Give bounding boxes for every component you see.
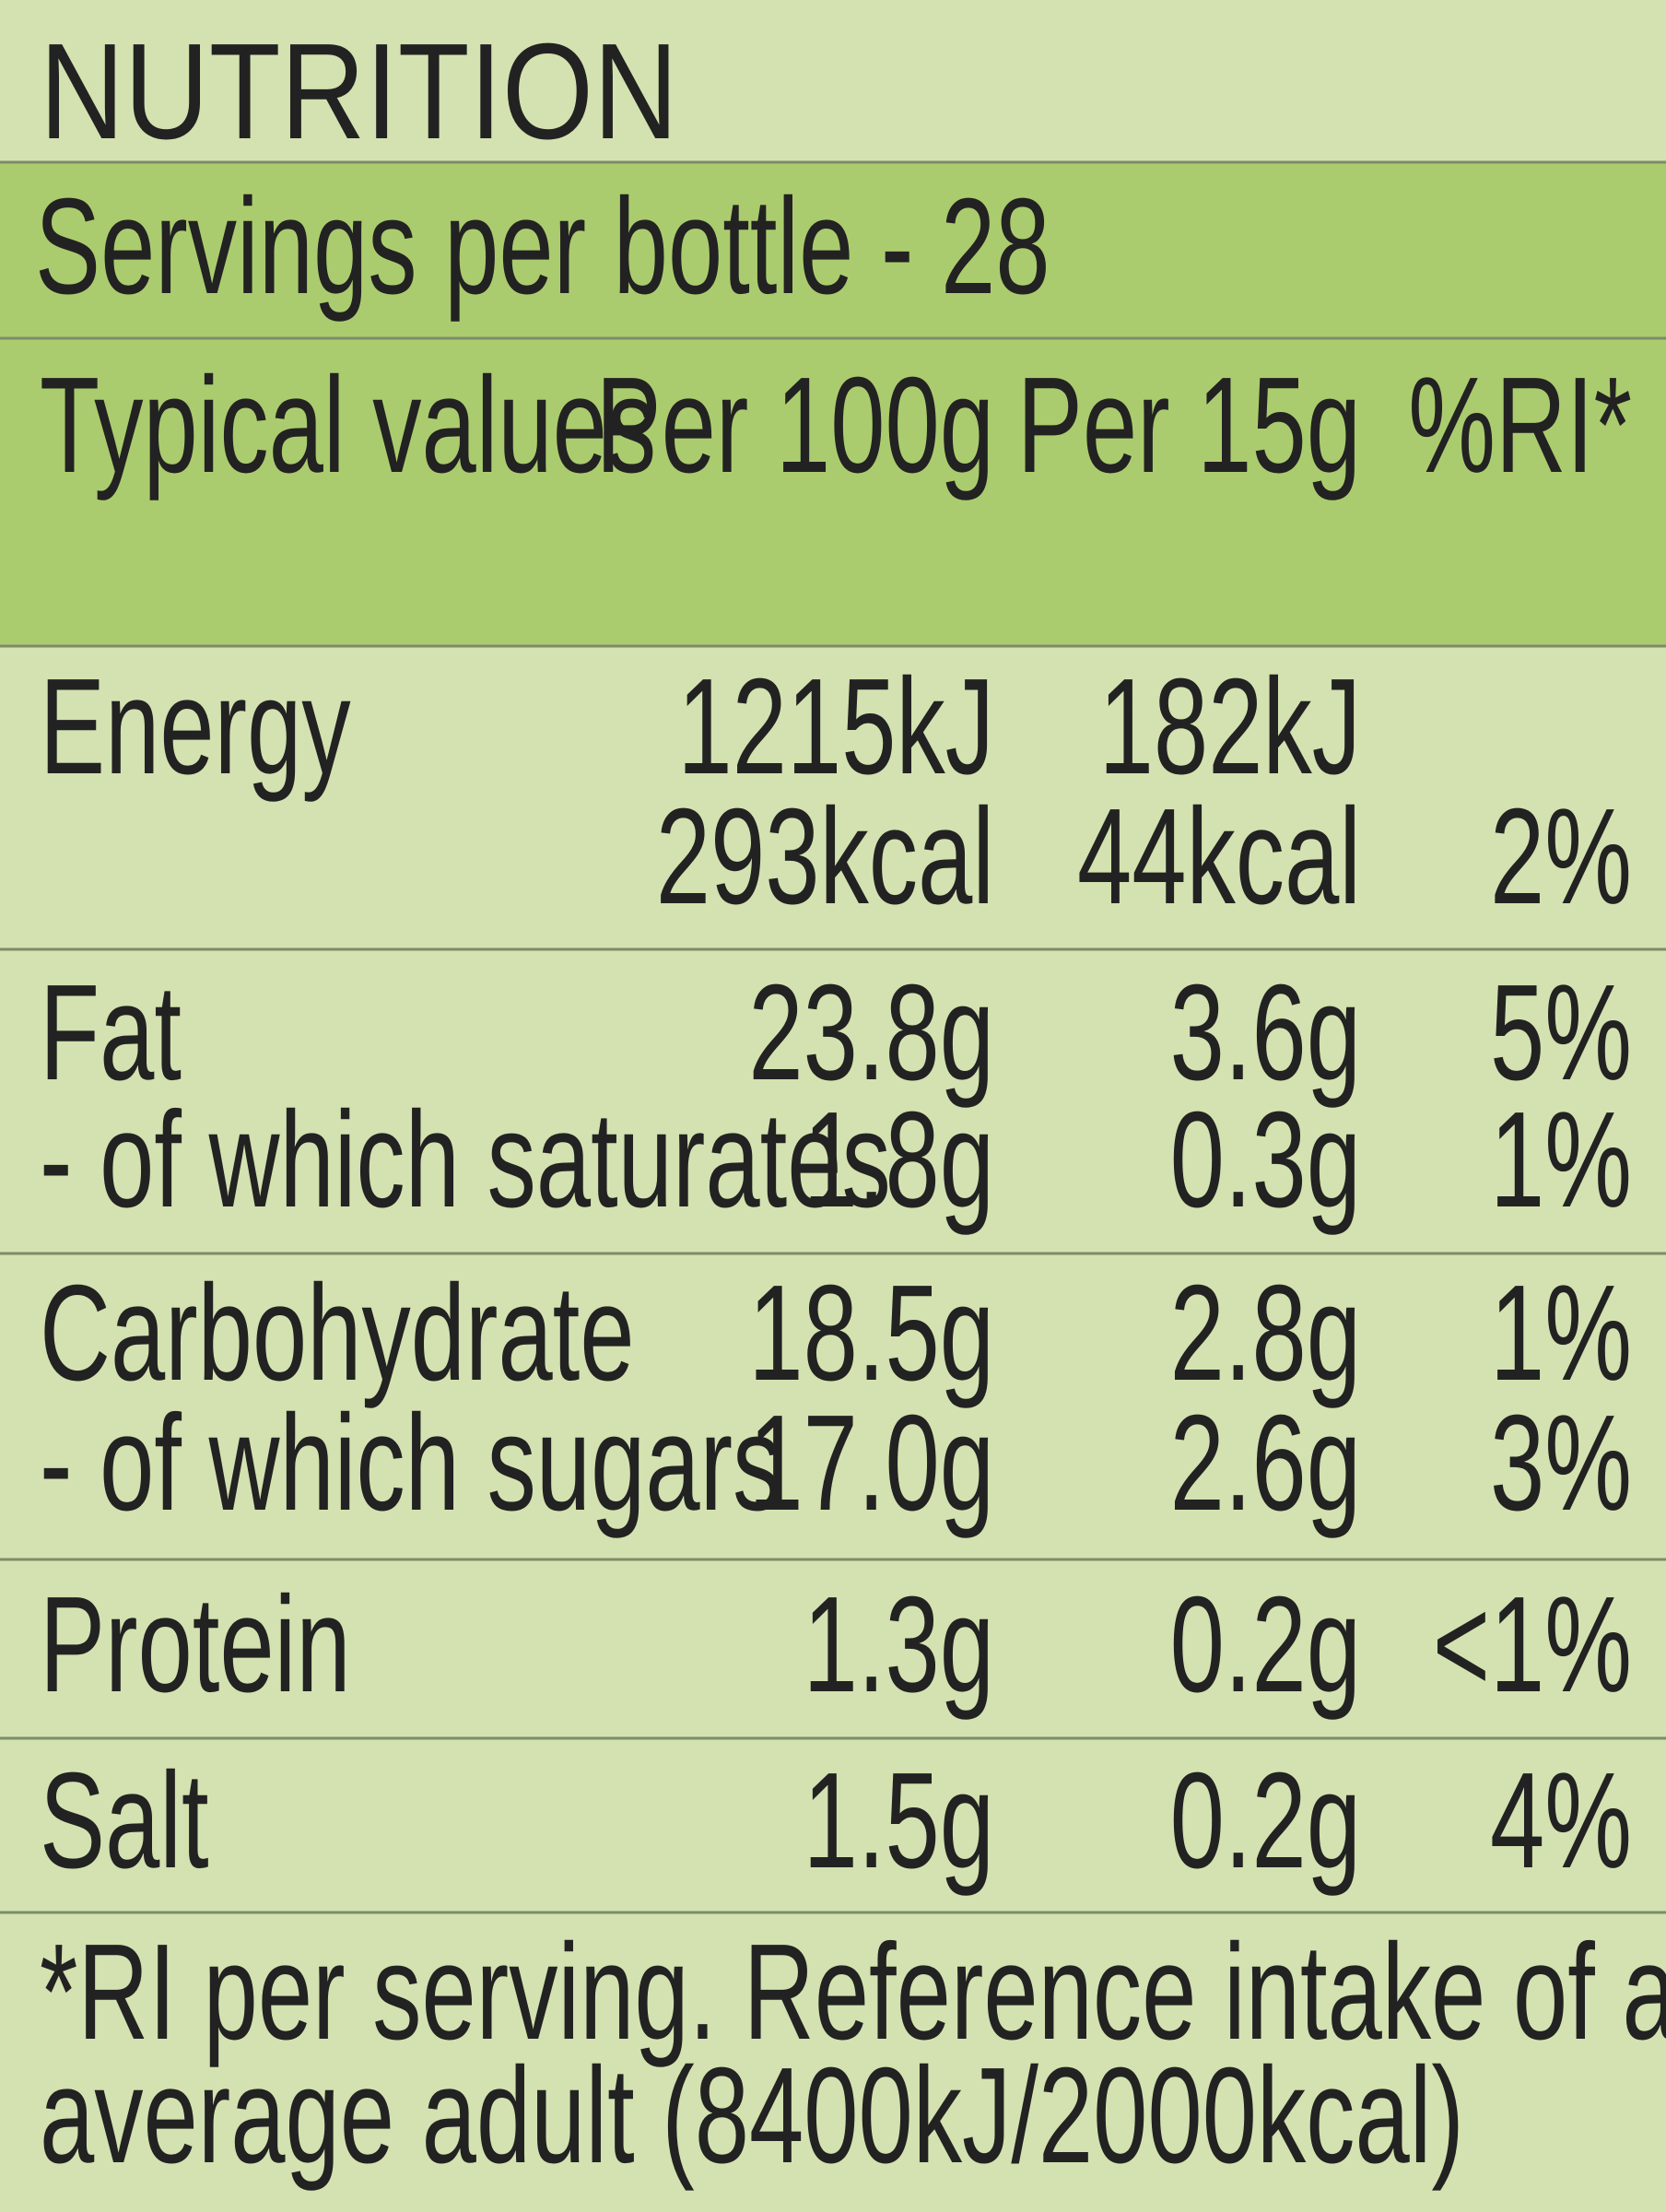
nutrient-name-group: Energy <box>40 651 351 803</box>
footnote-group: average adult (8400kJ/2000kcal) <box>40 2040 1464 2192</box>
nutrient-name: Energy <box>40 651 351 803</box>
nutrient-name: Salt <box>40 1745 209 1897</box>
nutrient-value-group: <1% <box>1433 1569 1632 1721</box>
nutrient-value-group: 18.5g <box>748 1257 994 1409</box>
nutrient-name: - of which sugars <box>40 1387 781 1539</box>
nutrient-name: Protein <box>40 1569 351 1721</box>
nutrient-value-group: 1.8g <box>804 1084 994 1236</box>
nutrient-value-group: 1.3g <box>804 1569 994 1721</box>
nutrient-value-group: 1% <box>1490 1084 1632 1236</box>
nutrient-value: 0.2g <box>1170 1745 1361 1897</box>
nutrient-value-group: 23.8g <box>748 957 994 1109</box>
nutrient-value: 1% <box>1490 1084 1632 1236</box>
servings-group: Servings per bottle - 28 <box>35 171 1050 323</box>
footnote-group: *RI per serving. Reference intake of an <box>40 1916 1666 2068</box>
nutrient-value-group: 2.8g <box>1170 1257 1361 1409</box>
nutrient-name-group: - of which saturates <box>40 1084 891 1236</box>
nutrient-name-group: - of which sugars <box>40 1387 781 1539</box>
nutrient-value-group: 293kcal <box>656 781 994 933</box>
servings: Servings per bottle - 28 <box>35 171 1050 323</box>
nutrient-value: 0.2g <box>1170 1569 1361 1721</box>
nutrient-value-group: 5% <box>1490 957 1632 1109</box>
servings-band <box>0 162 1666 338</box>
nutrient-value-group: 2.6g <box>1170 1387 1361 1539</box>
column-header: Per 15g <box>1017 349 1361 501</box>
nutrient-value: 18.5g <box>748 1257 994 1409</box>
title-group: NUTRITION <box>40 16 678 168</box>
nutrient-value-group: 1.5g <box>804 1745 994 1897</box>
nutrient-value: <1% <box>1433 1569 1632 1721</box>
nutrient-value: 4% <box>1490 1745 1632 1897</box>
nutrient-value-group: 2% <box>1490 781 1632 933</box>
column-header: Per 100g <box>596 349 994 501</box>
nutrient-value: 1215kJ <box>677 651 994 803</box>
nutrient-value: 23.8g <box>748 957 994 1109</box>
nutrient-value: 0.3g <box>1170 1084 1361 1236</box>
nutrient-name-group: Protein <box>40 1569 351 1721</box>
nutrient-value: 293kcal <box>656 781 994 933</box>
nutrient-name: Carbohydrate <box>40 1257 635 1409</box>
nutrient-value: 1.5g <box>804 1745 994 1897</box>
nutrient-value: 5% <box>1490 957 1632 1109</box>
nutrient-value: 1.3g <box>804 1569 994 1721</box>
nutrient-value-group: 0.2g <box>1170 1569 1361 1721</box>
nutrient-name: - of which saturates <box>40 1084 891 1236</box>
nutrient-value-group: 0.2g <box>1170 1745 1361 1897</box>
column-header-group: %RI* <box>1408 349 1632 501</box>
nutrient-value: 3.6g <box>1170 957 1361 1109</box>
nutrient-name-group: Carbohydrate <box>40 1257 635 1409</box>
nutrient-value: 1% <box>1490 1257 1632 1409</box>
nutrient-value: 1.8g <box>804 1084 994 1236</box>
nutrient-value-group: 44kcal <box>1077 781 1361 933</box>
footnote: average adult (8400kJ/2000kcal) <box>40 2040 1464 2192</box>
column-header-group: Per 15g <box>1017 349 1361 501</box>
nutrient-name: Fat <box>40 957 182 1109</box>
nutrient-name-group: Fat <box>40 957 182 1109</box>
nutrient-value-group: 1% <box>1490 1257 1632 1409</box>
nutrient-value: 44kcal <box>1077 781 1361 933</box>
nutrient-value: 182kJ <box>1099 651 1361 803</box>
nutrient-value-group: 0.3g <box>1170 1084 1361 1236</box>
nutrient-value: 3% <box>1490 1387 1632 1539</box>
nutrient-value-group: 182kJ <box>1099 651 1361 803</box>
header-band <box>0 338 1666 646</box>
nutrient-value-group: 17.0g <box>748 1387 994 1539</box>
nutrient-name-group: Salt <box>40 1745 209 1897</box>
nutrient-value-group: 3.6g <box>1170 957 1361 1109</box>
nutrient-value-group: 4% <box>1490 1745 1632 1897</box>
title: NUTRITION <box>40 16 678 168</box>
column-header-group: Per 100g <box>596 349 994 501</box>
column-header-group: Typical values <box>40 349 656 501</box>
column-header: %RI* <box>1408 349 1632 501</box>
footnote: *RI per serving. Reference intake of an <box>40 1916 1666 2068</box>
nutrient-value: 17.0g <box>748 1387 994 1539</box>
column-header: Typical values <box>40 349 656 501</box>
nutrient-value-group: 3% <box>1490 1387 1632 1539</box>
nutrient-value-group: 1215kJ <box>677 651 994 803</box>
nutrient-value: 2.6g <box>1170 1387 1361 1539</box>
nutrient-value: 2% <box>1490 781 1632 933</box>
nutrient-value: 2.8g <box>1170 1257 1361 1409</box>
